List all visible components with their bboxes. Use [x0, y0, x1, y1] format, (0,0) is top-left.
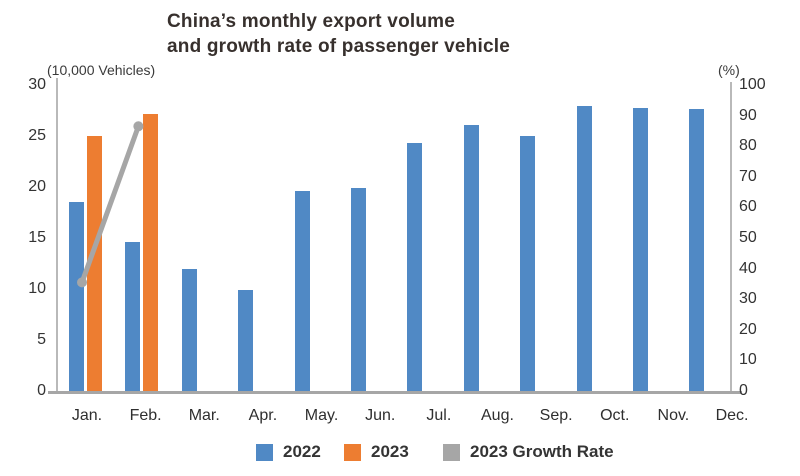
- x-label-nov: Nov.: [657, 407, 690, 424]
- legend-swatch-growth-rate: [443, 443, 460, 461]
- legend-item-2023: 2023: [344, 442, 409, 462]
- x-label-jul: Jul.: [426, 407, 452, 424]
- bar-2022-jun: [351, 188, 366, 391]
- chart-title-line1: China’s monthly export volume: [167, 11, 456, 32]
- left-tick-10: 10: [28, 280, 46, 297]
- bar-2022-feb: [125, 242, 141, 391]
- bar-2023-jan: [87, 136, 102, 391]
- left-tick-25: 25: [28, 127, 46, 144]
- x-label-jun: Jun.: [365, 407, 396, 424]
- x-label-may: May.: [304, 407, 339, 424]
- bar-2022-sep: [520, 136, 536, 391]
- bar-2022-aug: [463, 124, 479, 391]
- x-label-apr: Apr.: [248, 407, 278, 424]
- right-tick-50: 50: [739, 229, 757, 246]
- left-tick-20: 20: [28, 178, 46, 195]
- legend-label-growth-rate: 2023 Growth Rate: [470, 442, 614, 461]
- legend-swatch-2023: [344, 443, 361, 461]
- bar-2022-oct: [576, 106, 592, 391]
- right-tick-80: 80: [739, 137, 757, 155]
- legend-label-2022: 2022: [283, 442, 321, 461]
- right-tick-10: 10: [739, 351, 757, 369]
- bar-2022-jan: [69, 202, 84, 391]
- legend: 2022 2023 2023 Growth Rate: [0, 442, 800, 462]
- right-tick-100: 100: [739, 76, 766, 93]
- bar-2022-apr: [238, 290, 254, 391]
- legend-swatch-2022: [256, 443, 273, 461]
- bar-2022-nov: [633, 108, 648, 391]
- right-tick-0: 0: [739, 382, 748, 399]
- x-axis-line: [48, 391, 742, 394]
- right-tick-60: 60: [739, 198, 757, 216]
- bar-2023-feb: [143, 113, 159, 391]
- bar-2022-may: [294, 191, 310, 391]
- legend-item-2022: 2022: [256, 442, 321, 462]
- growth-rate-point-feb: [133, 121, 144, 132]
- chart-title: China’s monthly export volume and growth…: [167, 9, 510, 59]
- x-label-oct: Oct.: [600, 407, 630, 424]
- x-label-dec: Dec.: [715, 407, 749, 424]
- right-tick-40: 40: [739, 259, 757, 277]
- left-axis-unit-label: (10,000 Vehicles): [47, 62, 156, 78]
- bar-2022-dec: [689, 109, 705, 391]
- right-axis-unit-label: (%): [718, 62, 740, 78]
- left-tick-0: 0: [37, 382, 46, 399]
- chart-title-line2: and growth rate of passenger vehicle: [167, 36, 510, 57]
- left-tick-15: 15: [28, 229, 46, 246]
- x-label-feb: Feb.: [129, 407, 162, 424]
- left-tick-30: 30: [28, 76, 46, 93]
- legend-item-growth-rate: 2023 Growth Rate: [443, 442, 614, 462]
- x-label-aug: Aug.: [481, 407, 514, 424]
- right-tick-90: 90: [739, 106, 757, 124]
- x-label-mar: Mar.: [188, 407, 220, 424]
- right-tick-30: 30: [739, 290, 757, 308]
- left-axis-line: [56, 78, 58, 392]
- bar-2022-jul: [407, 143, 423, 391]
- bar-2022-mar: [181, 268, 197, 391]
- x-label-jan: Jan.: [71, 407, 103, 424]
- right-axis-line: [730, 82, 732, 392]
- right-tick-20: 20: [739, 320, 757, 338]
- legend-label-2023: 2023: [371, 442, 409, 461]
- right-tick-70: 70: [739, 167, 757, 185]
- left-tick-5: 5: [37, 331, 46, 348]
- x-label-sep: Sep.: [539, 407, 573, 424]
